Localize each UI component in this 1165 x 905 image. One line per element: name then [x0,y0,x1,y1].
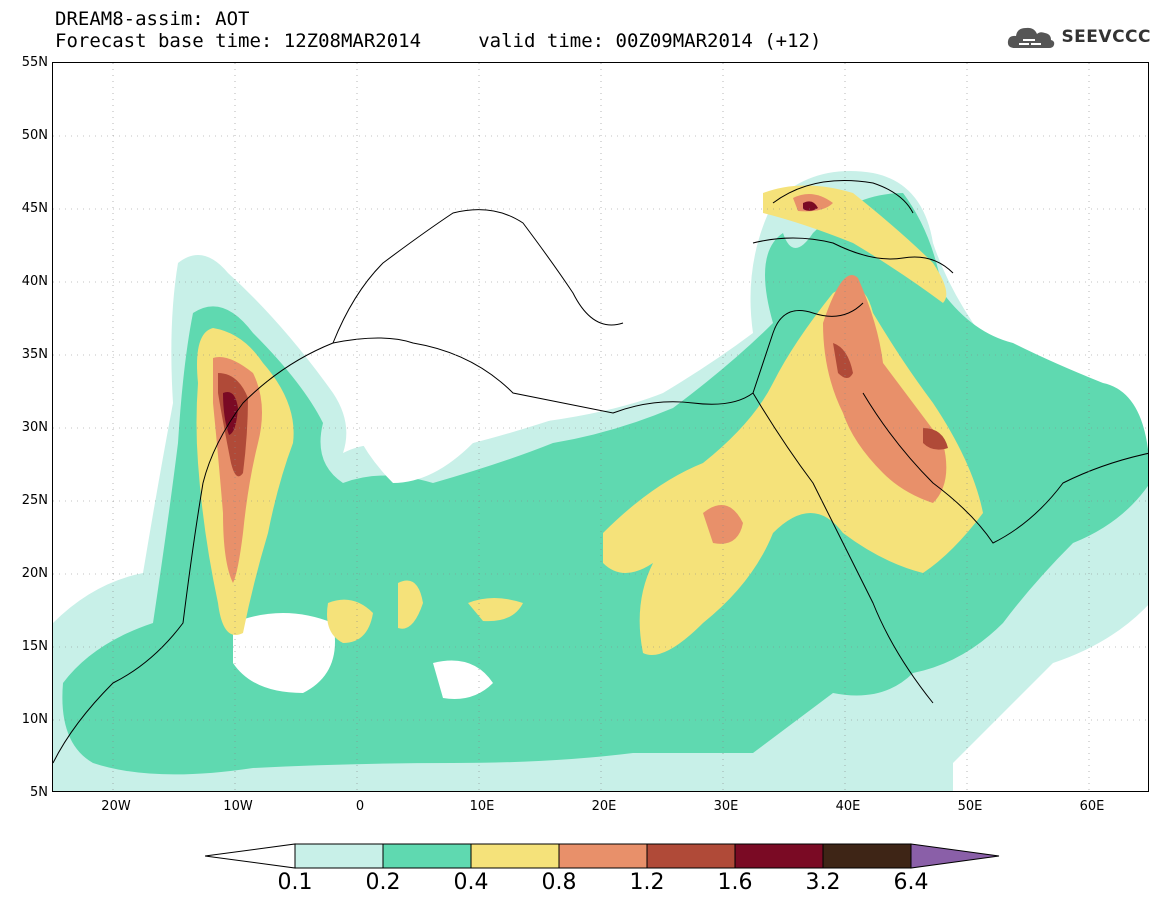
cloud-icon [1008,27,1055,48]
legend-bin-1-2 [646,843,736,869]
legend-tick-1-6: 1.6 [717,870,753,895]
legend-bin-above [910,843,1000,869]
title-product: DREAM8-assim: AOT [55,8,250,30]
legend-tick-3-2: 3.2 [805,870,841,895]
legend-bin-0-1 [294,843,384,869]
legend-tick-0-4: 0.4 [453,870,489,895]
lat-label-5n: 5N [30,785,48,800]
lat-label-25n: 25N [21,493,48,508]
title-times: Forecast base time: 12Z08MAR2014 valid t… [55,30,822,52]
seevccc-logo: SEEVCCC [1005,22,1151,52]
aot-band-1-6 [223,201,818,435]
map-title: DREAM8-assim: AOT Forecast base time: 12… [55,8,821,52]
lat-label-10n: 10N [21,712,48,727]
logo-text: SEEVCCC [1061,27,1151,47]
legend-bin-0-4 [470,843,560,869]
lon-label-20e: 20E [591,799,617,814]
lon-label-10e: 10E [469,799,495,814]
lat-label-40n: 40N [21,274,48,289]
coastlines [53,180,1148,764]
legend-tick-6-4: 6.4 [893,870,929,895]
legend-tick-0-8: 0.8 [541,870,577,895]
legend-bin-below [205,843,296,869]
lon-label-20w: 20W [101,799,131,814]
lat-label-50n: 50N [21,128,48,143]
lat-label-20n: 20N [21,566,48,581]
lat-label-55n: 55N [21,55,48,70]
lat-label-35n: 35N [21,347,48,362]
lat-label-30n: 30N [21,420,48,435]
legend-tick-0-1: 0.1 [277,870,313,895]
lon-label-60e: 60E [1079,799,1105,814]
lat-label-15n: 15N [21,639,48,654]
legend-tick-1-2: 1.2 [629,870,665,895]
map-panel [52,62,1149,792]
lon-label-40e: 40E [835,799,861,814]
legend-bin-0-2 [382,843,472,869]
aot-map [53,63,1148,791]
lon-label-30e: 30E [713,799,739,814]
lat-label-45n: 45N [21,201,48,216]
lon-label-50e: 50E [957,799,983,814]
legend-bin-0-8 [558,843,648,869]
legend-bin-1-6 [734,843,824,869]
aot-colorbar [205,843,1000,869]
lon-label-10w: 10W [223,799,253,814]
legend-tick-0-2: 0.2 [365,870,401,895]
legend-bin-3-2 [822,843,912,869]
lon-label-0: 0 [355,799,365,814]
